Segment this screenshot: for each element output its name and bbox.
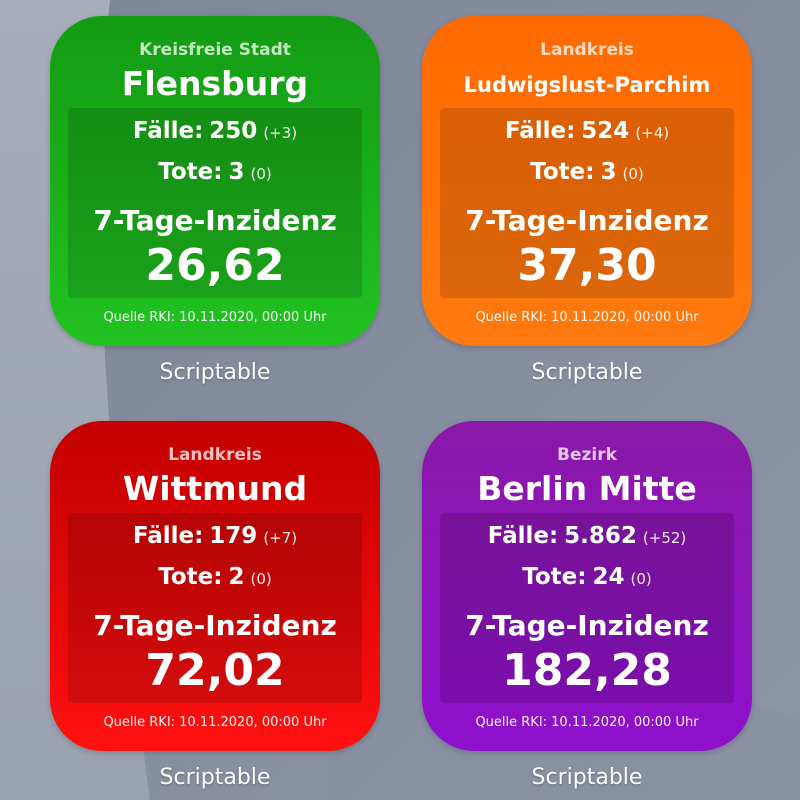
- deaths-value: 3: [228, 159, 245, 185]
- cases-row: Fälle: 5.862 (+52): [422, 523, 752, 549]
- deaths-label: Tote:: [158, 159, 223, 185]
- region-type: Kreisfreie Stadt: [139, 40, 291, 60]
- deaths-value: 24: [592, 564, 625, 590]
- corona-widget-ludwigslust-parchim[interactable]: Landkreis Ludwigslust-Parchim Fälle: 524 (…: [422, 16, 752, 346]
- cases-row: Fälle: 179 (+7): [50, 523, 380, 549]
- cases-delta: (+4): [635, 124, 670, 142]
- cases-row: Fälle: 524 (+4): [422, 118, 752, 144]
- stats-panel: [440, 513, 734, 703]
- deaths-row: Tote: 3 (0): [50, 159, 380, 185]
- widget-app-label: Scriptable: [159, 360, 271, 385]
- incidence-value: 26,62: [145, 240, 285, 291]
- incidence-value: 37,30: [517, 240, 657, 291]
- deaths-label: Tote:: [522, 564, 587, 590]
- incidence-value: 182,28: [502, 645, 672, 696]
- cases-value: 179: [209, 523, 258, 549]
- corona-widget-flensburg[interactable]: Kreisfreie Stadt Flensburg Fälle: 250 (+3)…: [50, 16, 380, 346]
- widget-slot-wittmund: Landkreis Wittmund Fälle: 179 (+7) Tote: 2 (…: [50, 421, 380, 790]
- corona-widget-wittmund[interactable]: Landkreis Wittmund Fälle: 179 (+7) Tote: 2 (…: [50, 421, 380, 751]
- widget-app-label: Scriptable: [531, 360, 643, 385]
- cases-label: Fälle:: [504, 118, 576, 144]
- deaths-row: Tote: 24 (0): [422, 564, 752, 590]
- cases-row: Fälle: 250 (+3): [50, 118, 380, 144]
- widget-app-label: Scriptable: [531, 765, 643, 790]
- widget-slot-ludwigslust-parchim: Landkreis Ludwigslust-Parchim Fälle: 524 (…: [422, 16, 752, 385]
- incidence-value: 72,02: [145, 645, 285, 696]
- region-type: Bezirk: [557, 445, 617, 465]
- source-note: Quelle RKI: 10.11.2020, 00:00 Uhr: [475, 715, 699, 730]
- deaths-delta: (0): [250, 570, 272, 588]
- widget-slot-berlin-mitte: Bezirk Berlin Mitte Fälle: 5.862 (+52) Tot…: [422, 421, 752, 790]
- deaths-delta: (0): [622, 165, 644, 183]
- deaths-delta: (0): [250, 165, 272, 183]
- cases-label: Fälle:: [132, 523, 204, 549]
- incidence-label: 7-Tage-Inzidenz: [93, 609, 337, 642]
- deaths-label: Tote:: [530, 159, 595, 185]
- source-note: Quelle RKI: 10.11.2020, 00:00 Uhr: [103, 715, 327, 730]
- incidence-label: 7-Tage-Inzidenz: [465, 204, 709, 237]
- deaths-row: Tote: 2 (0): [50, 564, 380, 590]
- cases-label: Fälle:: [487, 523, 559, 549]
- region-type: Landkreis: [168, 445, 262, 465]
- deaths-delta: (0): [630, 570, 652, 588]
- stats-panel: [68, 108, 362, 298]
- cases-delta: (+3): [263, 124, 298, 142]
- cases-delta: (+7): [263, 529, 298, 547]
- stats-panel: [440, 108, 734, 298]
- widget-app-label: Scriptable: [159, 765, 271, 790]
- incidence-label: 7-Tage-Inzidenz: [465, 609, 709, 642]
- deaths-row: Tote: 3 (0): [422, 159, 752, 185]
- region-name: Wittmund: [122, 469, 308, 508]
- cases-value: 250: [209, 118, 258, 144]
- region-name: Berlin Mitte: [477, 469, 697, 508]
- region-type: Landkreis: [540, 40, 634, 60]
- corona-widget-berlin-mitte[interactable]: Bezirk Berlin Mitte Fälle: 5.862 (+52) Tot…: [422, 421, 752, 751]
- cases-value: 5.862: [564, 523, 637, 549]
- region-name: Flensburg: [121, 64, 309, 103]
- deaths-label: Tote:: [158, 564, 223, 590]
- widget-slot-flensburg: Kreisfreie Stadt Flensburg Fälle: 250 (+3)…: [50, 16, 380, 385]
- incidence-label: 7-Tage-Inzidenz: [93, 204, 337, 237]
- deaths-value: 2: [228, 564, 245, 590]
- cases-label: Fälle:: [132, 118, 204, 144]
- cases-value: 524: [581, 118, 630, 144]
- cases-delta: (+52): [642, 529, 687, 547]
- source-note: Quelle RKI: 10.11.2020, 00:00 Uhr: [103, 310, 327, 325]
- source-note: Quelle RKI: 10.11.2020, 00:00 Uhr: [475, 310, 699, 325]
- deaths-value: 3: [600, 159, 617, 185]
- region-name: Ludwigslust-Parchim: [463, 73, 711, 97]
- stats-panel: [68, 513, 362, 703]
